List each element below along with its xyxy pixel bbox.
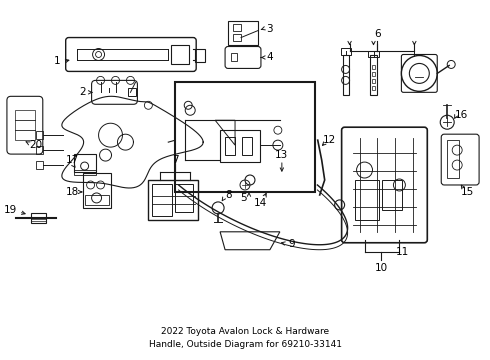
- Bar: [36, 161, 43, 169]
- Text: 20: 20: [29, 140, 42, 150]
- Bar: [172, 45, 189, 64]
- Bar: [225, 137, 235, 155]
- Bar: [233, 33, 241, 41]
- Bar: [36, 146, 43, 154]
- Text: 11: 11: [396, 247, 409, 257]
- Bar: [74, 154, 96, 172]
- Bar: [371, 80, 375, 84]
- Bar: [83, 173, 111, 208]
- Bar: [152, 184, 172, 216]
- Bar: [36, 131, 43, 139]
- Bar: [233, 24, 241, 31]
- Bar: [74, 170, 96, 175]
- Text: 3: 3: [267, 24, 273, 33]
- Bar: [85, 195, 108, 205]
- Text: 9: 9: [289, 239, 295, 249]
- Bar: [343, 55, 348, 95]
- Bar: [31, 213, 46, 223]
- Bar: [220, 130, 260, 162]
- Text: 17: 17: [66, 155, 79, 165]
- Text: 12: 12: [323, 135, 336, 145]
- Text: 7: 7: [172, 155, 178, 165]
- Bar: [242, 137, 252, 155]
- Text: 16: 16: [455, 110, 468, 120]
- Bar: [128, 88, 136, 96]
- Bar: [231, 54, 237, 62]
- Text: 5: 5: [240, 193, 246, 203]
- Bar: [369, 55, 377, 95]
- Bar: [371, 66, 375, 69]
- Bar: [148, 180, 198, 220]
- Bar: [195, 49, 205, 62]
- Polygon shape: [220, 232, 280, 250]
- Text: 8: 8: [225, 190, 231, 200]
- Text: 4: 4: [267, 53, 273, 63]
- Text: 6: 6: [374, 28, 381, 39]
- Text: 18: 18: [66, 187, 79, 197]
- Text: 1: 1: [53, 57, 60, 67]
- Text: Handle, Outside Diagram for 69210-33141: Handle, Outside Diagram for 69210-33141: [148, 340, 342, 349]
- Bar: [15, 110, 35, 140]
- Bar: [371, 72, 375, 76]
- Text: 13: 13: [275, 150, 289, 160]
- Bar: [175, 82, 315, 192]
- Bar: [368, 51, 379, 58]
- Text: 2022 Toyota Avalon Lock & Hardware: 2022 Toyota Avalon Lock & Hardware: [161, 327, 329, 336]
- Bar: [355, 180, 379, 220]
- Bar: [341, 48, 350, 55]
- Text: 14: 14: [253, 198, 267, 208]
- Bar: [447, 140, 459, 178]
- Text: 10: 10: [375, 263, 388, 273]
- Bar: [228, 21, 258, 45]
- Text: 2: 2: [79, 87, 86, 97]
- Bar: [175, 184, 193, 212]
- Text: 19: 19: [4, 205, 18, 215]
- Bar: [383, 180, 402, 210]
- Text: 15: 15: [461, 187, 474, 197]
- Bar: [371, 86, 375, 90]
